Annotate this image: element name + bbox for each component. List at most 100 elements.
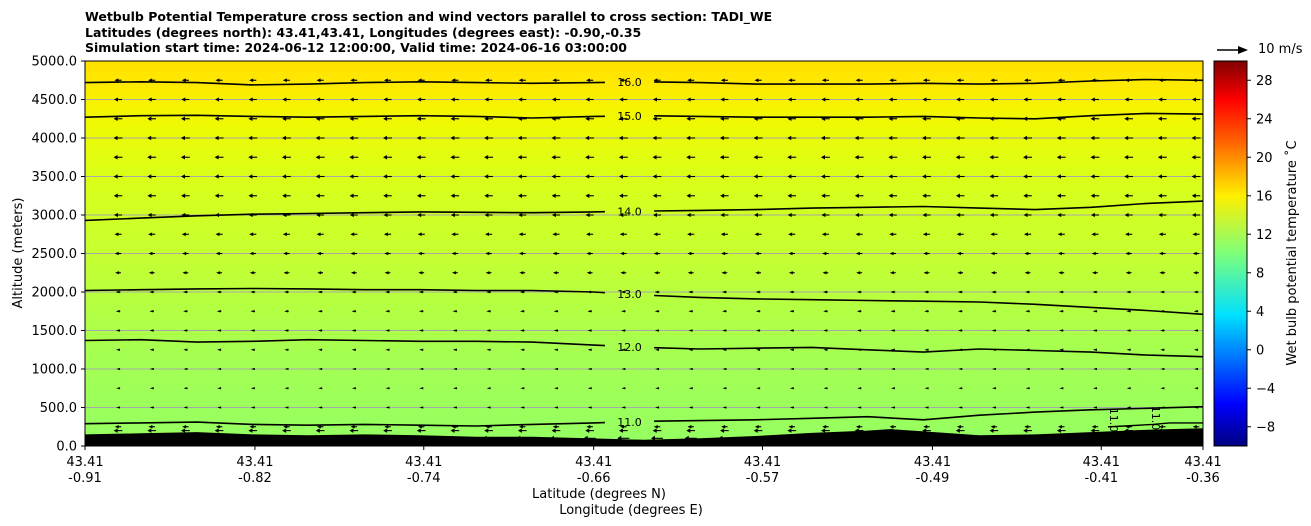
wind-vector [250,367,255,371]
wind-vector [1091,251,1099,256]
wind-vector [484,116,493,121]
wind-vector [416,193,426,198]
wind-vector [115,309,121,313]
wind-vector [450,428,460,433]
wind-vector [484,232,493,237]
wind-vector [451,251,459,256]
wind-vector [1191,154,1201,160]
wind-vector [484,78,493,83]
wind-vector [991,290,997,294]
wind-vector [754,78,762,83]
wind-vector [652,116,662,121]
wind-vector [383,193,392,198]
wind-vector [282,428,291,433]
wind-vector [417,251,425,256]
wind-vector [787,174,797,179]
contour-line [654,405,1203,422]
wind-vector [250,348,255,351]
wind-vector [620,251,627,256]
x-axis-label-lon: Longitude (degrees E) [559,503,703,518]
wind-vector [385,348,390,351]
wind-vector [756,367,761,371]
wind-vector [1192,232,1200,237]
wind-vector [281,154,291,160]
x-tick-lon: -0.91 [68,471,102,486]
wind-vector [1023,193,1032,198]
wind-vector [216,329,222,332]
wind-vector [1090,174,1100,179]
colorbar [1213,60,1248,447]
wind-vector [149,406,154,409]
wind-vector [554,387,559,390]
wind-vector [485,251,492,256]
wind-vector [789,406,794,409]
wind-vector [955,174,965,179]
wind-vector [1025,387,1030,390]
contour-line [85,114,605,119]
wind-vector [452,309,458,313]
wind-vector [922,78,931,83]
wind-vector [1194,367,1199,371]
wind-vector [924,290,929,294]
wind-vector [281,135,291,141]
wind-vector [924,309,929,313]
wind-vector [350,251,358,256]
wind-vector [1191,193,1201,198]
wind-vector [418,271,425,275]
wind-vector [855,97,864,102]
wind-vector [517,154,527,160]
wind-vector [282,97,291,102]
chart-title: Wetbulb Potential Temperature cross sect… [85,9,772,56]
wind-vector [890,406,895,409]
wind-vector [754,425,762,429]
wind-vector [823,406,828,409]
wind-vector [1126,309,1131,313]
wind-vector [654,348,660,351]
wind-vector [248,116,258,121]
wind-vector [1125,271,1132,275]
wind-vector [1025,309,1030,313]
wind-vector [686,428,696,433]
wind-vector [147,116,157,121]
wind-vector [318,406,323,409]
wind-vector [384,271,391,275]
wind-vector [1160,348,1165,351]
wind-vector [854,135,864,141]
wind-vector [1023,135,1033,141]
wind-vector [923,271,930,275]
wind-vector [1159,290,1165,294]
wind-vector [316,97,325,102]
wind-vector [1059,387,1064,390]
wind-vector [722,309,727,313]
wind-vector [248,428,258,433]
wind-vector [787,212,796,218]
wind-vector [1023,78,1032,83]
wind-vector [1057,193,1066,198]
wind-vector [924,367,929,371]
wind-vector [1124,193,1133,198]
wind-vector [316,251,324,256]
wind-vector [722,387,727,390]
wind-vector [180,135,190,141]
wind-vector [990,271,997,275]
wind-vector [114,78,122,83]
wind-vector [181,78,189,83]
wind-vector [450,154,460,160]
wind-vector [115,290,121,294]
x-tick-lat: 43.41 [1083,455,1120,470]
wind-vector [823,348,828,351]
wind-vector [990,232,998,237]
wind-vector [989,135,999,141]
wind-vector [1093,367,1098,371]
wind-vector [419,367,424,371]
wind-vector [1092,329,1098,332]
wind-vector [149,367,154,371]
wind-vector [621,406,626,409]
wind-vector [957,271,964,275]
x-axis: 43.41-0.9143.41-0.8243.41-0.7443.41-0.66… [66,446,1222,486]
wind-vector [990,425,998,429]
colorbar-tick-label: 4 [1256,305,1264,320]
wind-vector [520,348,525,351]
wind-vector [316,232,324,237]
y-tick-label: 1500.0 [32,324,78,339]
